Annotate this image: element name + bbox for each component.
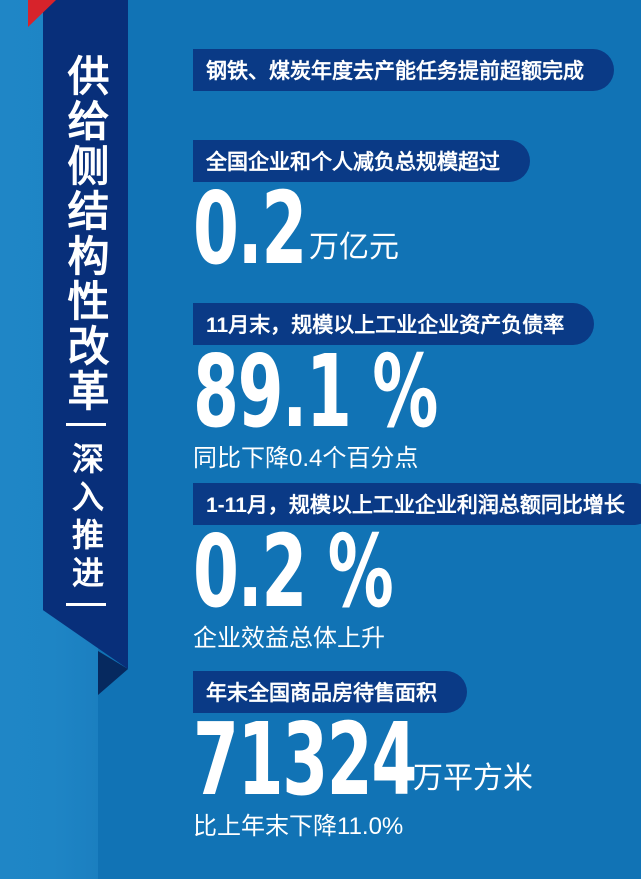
stat-value-wrap: 89.1 %: [193, 342, 438, 442]
stat-unit: 万平方米: [413, 762, 533, 795]
stat-note: 同比下降0.4个百分点: [193, 445, 419, 472]
poster-title: 供给侧结构性改革: [62, 54, 109, 414]
stat-value: 89.1 %: [193, 333, 438, 450]
stat-section-capacity: 钢铁、煤炭年度去产能任务提前超额完成: [193, 49, 614, 91]
stat-value-wrap: 0.2: [193, 179, 307, 279]
stat-figure: 0.2 万亿元: [193, 179, 530, 279]
stat-section-unsold-housing: 年末全国商品房待售面积 71324 万平方米 比上年末下降11.0%: [193, 671, 533, 841]
stat-value: 0.2: [193, 170, 307, 287]
stat-label-pill: 11月末，规模以上工业企业资产负债率: [193, 303, 595, 345]
vertical-ribbon: [43, 0, 128, 669]
stat-section-profit-growth: 1-11月，规模以上工业企业利润总额同比增长 0.2 % 企业效益总体上升: [193, 483, 641, 653]
stat-label-pill: 全国企业和个人减负总规模超过: [193, 140, 530, 182]
stat-unit: 万亿元: [309, 231, 399, 264]
stat-label-pill: 钢铁、煤炭年度去产能任务提前超额完成: [193, 49, 614, 91]
subtitle-rule-top: [66, 423, 106, 426]
stat-figure: 0.2 %: [193, 522, 641, 622]
stat-figure: 71324 万平方米: [193, 710, 533, 810]
subtitle-rule-bottom: [66, 603, 106, 606]
poster-subtitle: 深入推进: [68, 442, 104, 594]
stat-note: 企业效益总体上升: [193, 625, 385, 652]
stat-value: 0.2 %: [193, 513, 394, 630]
stat-value-wrap: 71324: [193, 710, 417, 810]
stat-value: 71324: [193, 701, 417, 818]
stat-section-debt-ratio: 11月末，规模以上工业企业资产负债率 89.1 % 同比下降0.4个百分点: [193, 303, 595, 473]
stat-label-pill: 1-11月，规模以上工业企业利润总额同比增长: [193, 483, 641, 525]
stat-section-burden-reduction: 全国企业和个人减负总规模超过 0.2 万亿元: [193, 140, 530, 279]
stat-value-wrap: 0.2 %: [193, 522, 394, 622]
stat-figure: 89.1 %: [193, 342, 594, 442]
stat-label-pill: 年末全国商品房待售面积: [193, 671, 467, 713]
stat-note: 比上年末下降11.0%: [193, 813, 404, 840]
